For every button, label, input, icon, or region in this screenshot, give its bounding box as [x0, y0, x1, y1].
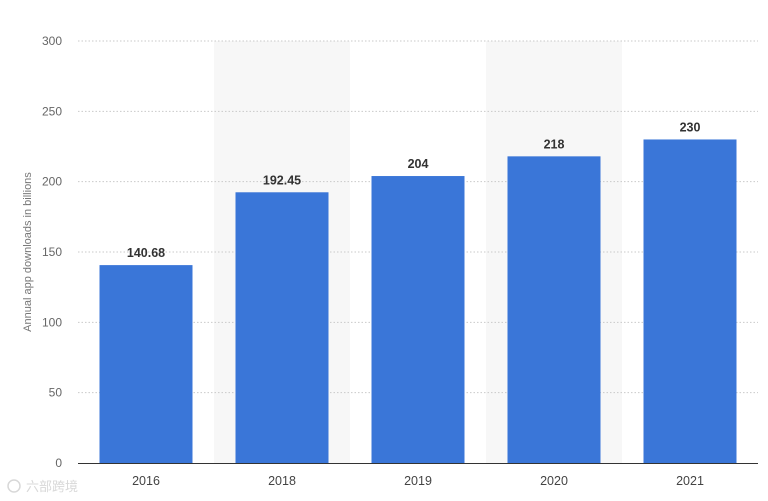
- y-tick-label-100: 100: [42, 315, 62, 329]
- watermark-logo-icon: [7, 479, 21, 493]
- data-label-2019: 204: [408, 157, 429, 171]
- y-axis-ticks: 0 50 100 150 200 250 300: [42, 34, 62, 470]
- bar-2021: [643, 139, 737, 463]
- bar-2016: [99, 265, 193, 463]
- data-label-2021: 230: [680, 120, 701, 134]
- bar-2019: [371, 176, 465, 464]
- data-labels: 140.68 192.45 204 218 230: [127, 120, 701, 260]
- y-tick-label-300: 300: [42, 34, 62, 48]
- x-tick-label-2016: 2016: [132, 474, 160, 488]
- x-tick-label-2021: 2021: [676, 474, 704, 488]
- data-label-2020: 218: [544, 137, 565, 151]
- data-label-2016: 140.68: [127, 246, 165, 260]
- y-axis-title: Annual app downloads in billions: [22, 172, 34, 332]
- data-label-2018: 192.45: [263, 173, 301, 187]
- y-tick-label-50: 50: [49, 386, 63, 400]
- y-tick-label-150: 150: [42, 245, 62, 259]
- watermark: 六部跨境: [7, 479, 78, 495]
- watermark-text: 六部跨境: [26, 480, 78, 495]
- y-tick-label-200: 200: [42, 175, 62, 189]
- bar-2018: [235, 192, 329, 464]
- y-tick-label-0: 0: [55, 456, 62, 470]
- bar-2020: [507, 156, 601, 463]
- x-tick-label-2018: 2018: [268, 474, 296, 488]
- x-tick-label-2020: 2020: [540, 474, 568, 488]
- y-tick-label-250: 250: [42, 104, 62, 118]
- x-tick-label-2019: 2019: [404, 474, 432, 488]
- bars: [99, 139, 737, 464]
- x-axis-ticks: 2016 2018 2019 2020 2021: [132, 474, 704, 488]
